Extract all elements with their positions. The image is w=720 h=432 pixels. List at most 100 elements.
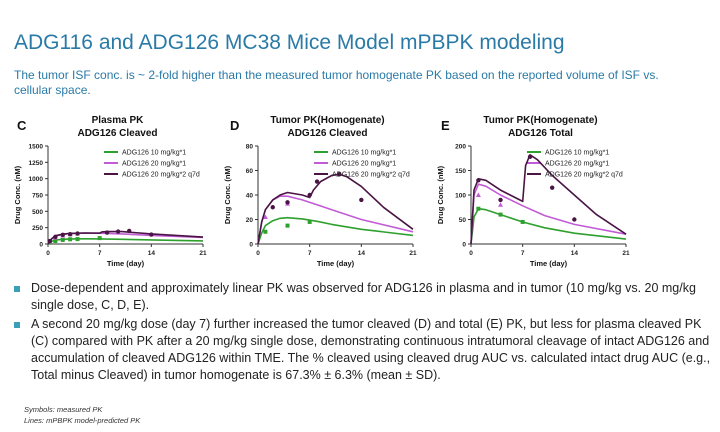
series-line <box>257 195 414 245</box>
chart-title-line: Tumor PK(Homogenate) <box>483 115 597 126</box>
legend-label: ADG126 10 mg/kg*1 <box>545 150 609 157</box>
data-point <box>475 192 481 197</box>
chart-title-line: Tumor PK(Homogenate) <box>270 115 384 126</box>
data-point <box>314 179 320 184</box>
chart-tumor-pk-total: Tumor PK(Homogenate) ADG126 Total 0 50 100 15… <box>435 114 640 274</box>
bullet-text: Dose-dependent and approximately linear … <box>31 281 696 312</box>
legend-label: ADG126 20 mg/kg*2 q7d <box>332 172 410 179</box>
data-point <box>47 238 53 244</box>
bullet-list: Dose-dependent and approximately linear … <box>12 280 712 386</box>
legend-label: ADG126 20 mg/kg*1 <box>332 161 396 168</box>
x-axis-label: Time (day) <box>530 259 568 268</box>
x-tick-label: 7 <box>308 250 312 257</box>
y-tick-label: 0 <box>249 242 253 249</box>
y-tick-label: 150 <box>455 168 466 175</box>
y-tick-label: 0 <box>39 242 43 249</box>
bullet-item: Dose-dependent and approximately linear … <box>12 280 712 314</box>
chart-1-group: Tumor PK(Homogenate) ADG126 Cleaved 0 20 40 6… <box>223 115 417 268</box>
data-point <box>498 197 503 203</box>
data-point <box>476 178 481 183</box>
y-tick-label: 0 <box>462 242 466 249</box>
x-tick-label: 14 <box>358 250 366 257</box>
data-point <box>307 192 312 198</box>
x-tick-label: 21 <box>199 250 207 257</box>
y-tick-label: 1500 <box>29 144 44 151</box>
data-point <box>549 185 555 190</box>
y-tick-label: 60 <box>246 168 254 175</box>
bullet-text: A second 20 mg/kg dose (day 7) further i… <box>31 317 711 382</box>
data-point <box>270 205 275 210</box>
chart-2-group: Tumor PK(Homogenate) ADG126 Total 0 50 100 15… <box>436 115 630 268</box>
chart-e-svg: Tumor PK(Homogenate) ADG126 Total 0 50 100 15… <box>436 115 630 268</box>
series-line <box>470 207 627 245</box>
y-axis-label: Drug Conc. (nM) <box>223 165 232 224</box>
x-axis-label: Time (day) <box>107 259 145 268</box>
data-point <box>263 229 268 234</box>
x-tick-label: 7 <box>521 250 525 257</box>
chart-title-line: ADG126 Cleaved <box>77 128 157 139</box>
data-point <box>104 230 110 235</box>
series-line <box>470 154 627 245</box>
y-tick-label: 250 <box>32 225 43 232</box>
y-tick-label: 200 <box>455 144 466 151</box>
data-point <box>572 217 577 222</box>
chart-title-line: ADG126 Total <box>508 128 573 139</box>
panel-label-d: D <box>230 118 240 133</box>
data-point <box>75 237 80 242</box>
bullet-item: A second 20 mg/kg dose (day 7) further i… <box>12 316 712 384</box>
chart-c-svg: Plasma PK ADG126 Cleaved 0 250 500 750 1000 125… <box>13 115 207 268</box>
y-axis-label: Drug Conc. (nM) <box>436 165 445 224</box>
chart-0-group: Plasma PK ADG126 Cleaved 0 250 500 750 1000 125… <box>13 115 207 268</box>
footnote-lines: Lines: mPBPK model-predicted PK <box>24 416 141 425</box>
bullet-marker-icon <box>14 322 20 328</box>
bullet-marker-icon <box>14 286 20 292</box>
x-tick-label: 21 <box>409 250 417 257</box>
legend-label: ADG126 10 mg/kg*1 <box>122 150 186 157</box>
data-point <box>527 154 533 159</box>
chart-d-svg: Tumor PK(Homogenate) ADG126 Cleaved 0 20 40 6… <box>223 115 417 268</box>
data-point <box>60 237 65 242</box>
x-tick-label: 0 <box>46 250 50 257</box>
y-tick-label: 100 <box>455 193 466 200</box>
data-point <box>60 232 65 238</box>
data-point <box>498 212 503 217</box>
x-tick-label: 21 <box>622 250 630 257</box>
chart-tumor-pk-cleaved: Tumor PK(Homogenate) ADG126 Cleaved 0 20 40 6… <box>222 114 427 274</box>
x-tick-label: 7 <box>98 250 102 257</box>
data-point <box>67 232 73 237</box>
data-point <box>336 171 342 177</box>
y-tick-label: 20 <box>246 217 254 224</box>
data-point <box>68 237 73 242</box>
y-tick-label: 750 <box>32 193 43 200</box>
legend-label: ADG126 20 mg/kg*1 <box>545 161 609 168</box>
legend-label: ADG126 20 mg/kg*1 <box>122 161 186 168</box>
data-point <box>498 202 504 207</box>
data-point <box>359 197 364 203</box>
data-point <box>520 219 525 224</box>
series-line <box>257 216 414 245</box>
y-tick-label: 1000 <box>29 176 44 183</box>
x-axis-label: Time (day) <box>317 259 355 268</box>
y-tick-label: 80 <box>246 144 254 151</box>
chart-title-line: Plasma PK <box>92 115 144 126</box>
y-tick-label: 40 <box>246 193 254 200</box>
legend-label: ADG126 20 mg/kg*2 q7d <box>545 172 623 179</box>
legend-label: ADG126 20 mg/kg*2 q7d <box>122 172 200 179</box>
data-point <box>149 232 154 237</box>
data-point <box>285 200 290 205</box>
data-point <box>53 239 58 244</box>
data-point <box>262 214 268 220</box>
chart-title-line: ADG126 Cleaved <box>287 128 367 139</box>
x-tick-label: 14 <box>148 250 156 257</box>
slide-title: ADG116 and ADG126 MC38 Mice Model mPBPK … <box>14 31 565 54</box>
data-point <box>307 219 312 224</box>
footnote-symbols: Symbols: measured PK <box>24 405 103 414</box>
series-line <box>257 173 414 245</box>
panel-label-e: E <box>441 118 450 133</box>
slide-subtitle: The tumor ISF conc. is ~ 2-fold higher t… <box>14 68 659 97</box>
data-point <box>126 228 132 234</box>
x-tick-label: 0 <box>469 250 473 257</box>
series-line <box>470 183 627 245</box>
data-point <box>285 223 290 228</box>
data-point <box>97 236 102 241</box>
